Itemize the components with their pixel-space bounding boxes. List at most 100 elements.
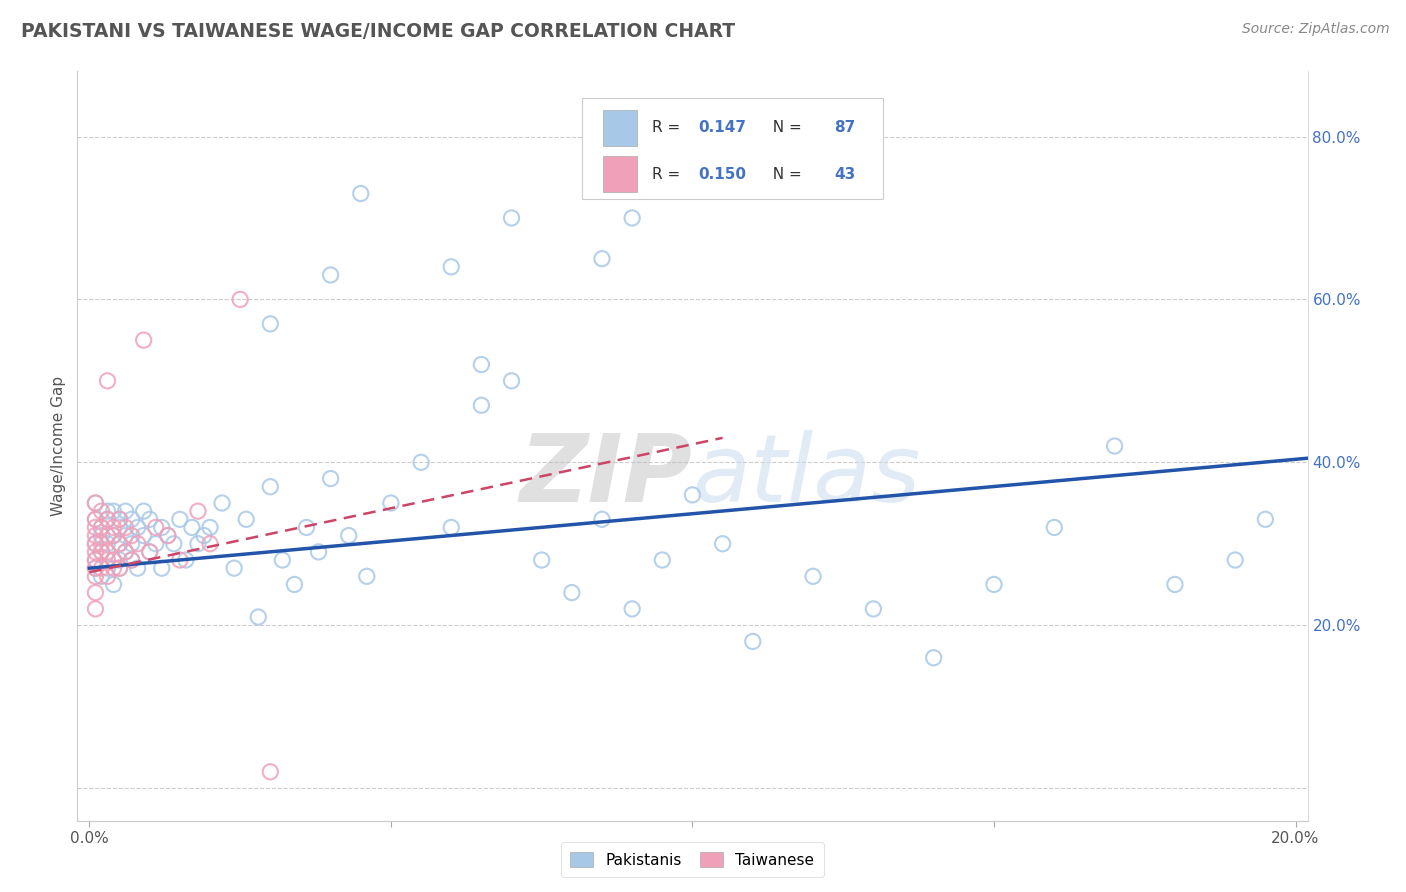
Point (96, 561, 118, 575)
Point (114, 545, 136, 559)
Point (121, 553, 143, 567)
Point (198, 520, 221, 534)
Point (127, 537, 149, 551)
Text: R =: R = (652, 120, 685, 135)
Point (356, 569, 378, 583)
Point (1043, 520, 1066, 534)
Text: N =: N = (762, 120, 806, 135)
Point (337, 528, 360, 542)
Point (295, 520, 318, 534)
Point (84, 561, 107, 575)
Point (108, 512, 131, 526)
Point (156, 528, 179, 542)
Point (108, 520, 131, 534)
Point (96, 545, 118, 559)
Text: 87: 87 (834, 120, 855, 135)
Point (180, 520, 202, 534)
Point (229, 293, 252, 307)
Point (247, 610, 270, 624)
Point (651, 553, 673, 567)
Point (235, 512, 257, 526)
Point (591, 512, 613, 526)
Point (114, 520, 136, 534)
Point (801, 569, 824, 583)
Point (198, 537, 221, 551)
Point (1254, 512, 1277, 526)
Point (319, 268, 342, 282)
FancyBboxPatch shape (603, 156, 637, 193)
Point (84, 585, 107, 599)
Point (103, 577, 125, 591)
Point (90, 504, 112, 518)
Point (90, 545, 112, 559)
Point (187, 537, 209, 551)
Point (138, 512, 160, 526)
Point (84, 537, 107, 551)
Point (103, 528, 125, 542)
Point (96, 569, 118, 583)
Point (96, 512, 118, 526)
Point (90, 569, 112, 583)
Point (224, 561, 246, 575)
Point (621, 602, 644, 616)
Point (350, 186, 373, 201)
Point (741, 634, 763, 648)
Point (90, 545, 112, 559)
Point (409, 455, 432, 469)
Point (1104, 439, 1126, 453)
Text: atlas: atlas (693, 431, 921, 522)
Y-axis label: Wage/Income Gap: Wage/Income Gap (51, 376, 66, 516)
Point (84, 512, 107, 526)
Point (90, 520, 112, 534)
Point (84, 545, 107, 559)
Text: 0.150: 0.150 (699, 167, 747, 182)
Point (84, 602, 107, 616)
Point (84, 553, 107, 567)
Point (84, 561, 107, 575)
Point (103, 553, 125, 567)
Point (169, 553, 191, 567)
Point (127, 520, 149, 534)
Point (145, 537, 167, 551)
Point (108, 537, 131, 551)
Point (84, 553, 107, 567)
Point (132, 528, 155, 542)
Text: R =: R = (652, 167, 685, 182)
Point (103, 553, 125, 567)
Point (174, 553, 197, 567)
Point (591, 252, 613, 266)
Point (103, 528, 125, 542)
Point (319, 472, 342, 486)
Text: ZIP: ZIP (520, 430, 693, 522)
Point (150, 520, 173, 534)
Point (145, 520, 167, 534)
Point (84, 496, 107, 510)
Point (84, 569, 107, 583)
Point (163, 537, 186, 551)
Text: PAKISTANI VS TAIWANESE WAGE/INCOME GAP CORRELATION CHART: PAKISTANI VS TAIWANESE WAGE/INCOME GAP C… (21, 22, 735, 41)
Point (259, 764, 281, 779)
Point (380, 496, 402, 510)
Legend: Pakistanis, Taiwanese: Pakistanis, Taiwanese (561, 842, 824, 877)
Point (983, 577, 1005, 591)
Point (108, 512, 131, 526)
Point (114, 528, 136, 542)
Point (501, 374, 523, 388)
Point (108, 537, 131, 551)
Point (187, 504, 209, 518)
Point (711, 537, 734, 551)
Point (501, 211, 523, 225)
Point (308, 545, 330, 559)
Point (90, 520, 112, 534)
Point (271, 553, 294, 567)
Point (103, 504, 125, 518)
Point (530, 553, 553, 567)
Point (862, 602, 884, 616)
Point (90, 537, 112, 551)
Point (96, 528, 118, 542)
Point (84, 537, 107, 551)
Point (1164, 577, 1187, 591)
Point (114, 504, 136, 518)
Text: 43: 43 (834, 167, 855, 182)
Point (283, 577, 305, 591)
